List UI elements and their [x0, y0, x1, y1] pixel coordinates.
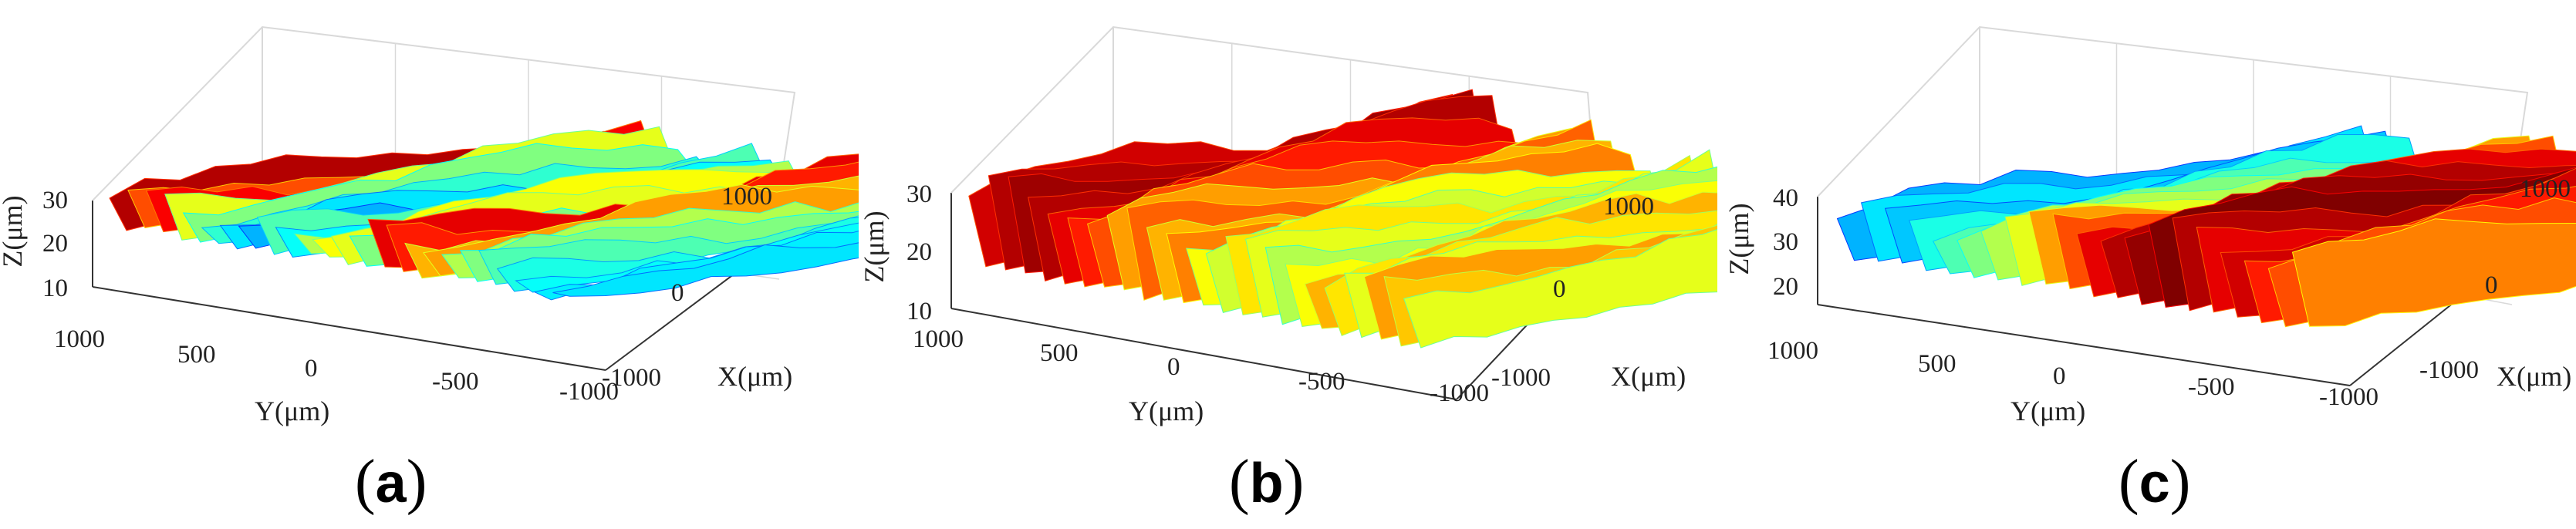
y-axis-line [92, 286, 606, 371]
z-tick-label: 20 [906, 238, 932, 266]
panel-label-c: (c) [2119, 448, 2191, 516]
z-tick-label: 20 [42, 230, 68, 258]
y-tick-label: -500 [432, 368, 479, 396]
panel-b: 30 20 10 Z(μm) 1000 500 0 -500 -1000 Y(μm) 1000 0 -1… [859, 0, 1717, 529]
y-tick-label: -500 [2188, 373, 2235, 401]
y-tick-label: 1000 [913, 325, 964, 353]
surface-ridge [2291, 218, 2576, 327]
x-tick-label: 0 [671, 279, 684, 307]
surface-plot-b: 30 20 10 Z(μm) 1000 500 0 -500 -1000 Y(μm) 1000 0 -1… [859, 25, 1717, 426]
z-axis-label: Z(μm) [859, 211, 890, 282]
y-axis-label: Y(μm) [2010, 396, 2085, 426]
z-tick-label: 10 [42, 275, 68, 302]
surface-ridges [1836, 125, 2576, 328]
z-axis-label: Z(μm) [1724, 203, 1754, 275]
y-axis-label: Y(μm) [1129, 396, 1204, 426]
x-tick-label: 0 [2485, 271, 2498, 299]
y-axis-line [1817, 304, 2351, 386]
x-tick-label: 0 [1553, 275, 1566, 303]
z-tick-label: 30 [906, 180, 932, 208]
x-axis-label: X(μm) [717, 361, 792, 392]
z-tick-label: 30 [1773, 228, 1798, 256]
surface-plot-c: 40 30 20 Z(μm) 1000 500 0 -500 -1000 Y(μm) 1000 0 -1… [1724, 25, 2576, 426]
surface-ridge [552, 242, 859, 297]
x-tick-label: 1000 [1603, 193, 1654, 221]
panel-label-b: (b) [1229, 448, 1305, 516]
x-axis-label: X(μm) [2497, 361, 2571, 392]
panel-c: 40 30 20 Z(μm) 1000 500 0 -500 -1000 Y(μm) 1000 0 -1… [1717, 0, 2576, 529]
surface-ridges [968, 89, 1717, 349]
x-tick-label: 1000 [2520, 175, 2571, 203]
y-tick-label: -1000 [2319, 383, 2378, 411]
y-tick-label: 1000 [54, 325, 105, 353]
surface-plot-a: 30 20 10 Z(μm) 1000 500 0 -500 -1000 Y(μm) 1000 0 -1… [0, 25, 859, 426]
z-tick-label: 20 [1773, 273, 1798, 301]
y-tick-label: 0 [1167, 353, 1180, 381]
surface-ridge [1403, 228, 1717, 349]
z-tick-label: 30 [42, 187, 68, 214]
panel-label-a: (a) [355, 448, 427, 516]
y-tick-label: 500 [1040, 339, 1079, 367]
z-axis-label: Z(μm) [0, 195, 28, 267]
x-tick-label: 1000 [721, 183, 772, 211]
surface-ridges [109, 120, 859, 301]
y-tick-label: 0 [2053, 362, 2066, 390]
y-tick-label: -500 [1298, 368, 1345, 396]
x-tick-label: -1000 [602, 364, 661, 392]
x-axis-label: X(μm) [1611, 361, 1686, 392]
x-tick-label: -1000 [2419, 356, 2479, 384]
y-tick-label: 500 [1918, 350, 1956, 378]
y-tick-label: -1000 [559, 378, 619, 406]
panel-a: 30 20 10 Z(μm) 1000 500 0 -500 -1000 Y(μm) 1000 0 -1… [0, 0, 859, 529]
y-tick-label: -1000 [1430, 379, 1489, 407]
x-tick-label: -1000 [1491, 364, 1551, 392]
z-tick-label: 40 [1773, 184, 1798, 212]
y-tick-label: 0 [305, 355, 318, 382]
y-tick-label: 500 [177, 341, 216, 369]
y-axis-line [950, 308, 1457, 400]
z-tick-label: 10 [906, 298, 932, 325]
y-tick-label: 1000 [1767, 337, 1818, 365]
y-axis-label: Y(μm) [255, 396, 329, 426]
